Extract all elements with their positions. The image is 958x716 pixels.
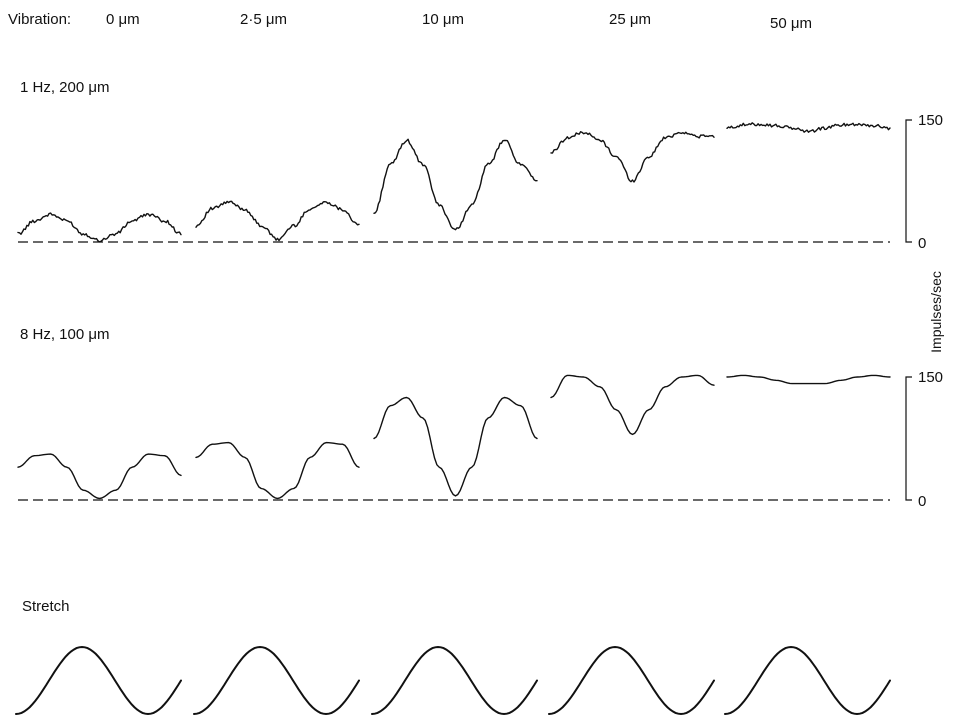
panel-1-title: 1 Hz, 200 μm — [20, 79, 110, 96]
condition-label-2: 10 μm — [422, 11, 464, 28]
panel-2-y-axis — [905, 376, 912, 501]
stretch-trace-2 — [371, 645, 538, 716]
stretch-trace-1 — [193, 645, 360, 716]
panel-2-trace-3 — [550, 374, 715, 436]
panel-1-ytick-0: 0 — [918, 235, 926, 252]
stretch-label: Stretch — [22, 598, 70, 615]
panel-1-trace-0 — [17, 212, 182, 243]
panel-1-y-axis — [905, 119, 912, 243]
panel-1-trace-2 — [373, 138, 538, 231]
stretch-trace-3 — [548, 645, 715, 716]
stretch-trace-0 — [15, 645, 182, 716]
panel-2-ytick-0: 0 — [918, 493, 926, 510]
condition-label-0: 0 μm — [106, 11, 140, 28]
panel-1-trace-3 — [550, 131, 715, 183]
panel-1-trace-1 — [195, 200, 360, 242]
panel-2-trace-0 — [17, 453, 182, 500]
condition-label-3: 25 μm — [609, 11, 651, 28]
condition-label-4: 50 μm — [770, 15, 812, 32]
stretch-trace-4 — [724, 645, 891, 716]
y-axis-title: Impulses/sec — [928, 271, 944, 353]
panel-2-trace-4 — [726, 374, 891, 385]
vibration-label: Vibration: — [8, 11, 71, 28]
panel-1-trace-4 — [726, 122, 891, 133]
condition-label-1: 2·5 μm — [240, 11, 287, 28]
trace-layer — [15, 122, 891, 716]
panel-1-ytick-150: 150 — [918, 112, 943, 129]
panel-2-ytick-150: 150 — [918, 369, 943, 386]
panel-2-title: 8 Hz, 100 μm — [20, 326, 110, 343]
panel-2-trace-1 — [195, 441, 360, 500]
panel-2-trace-2 — [373, 396, 538, 497]
